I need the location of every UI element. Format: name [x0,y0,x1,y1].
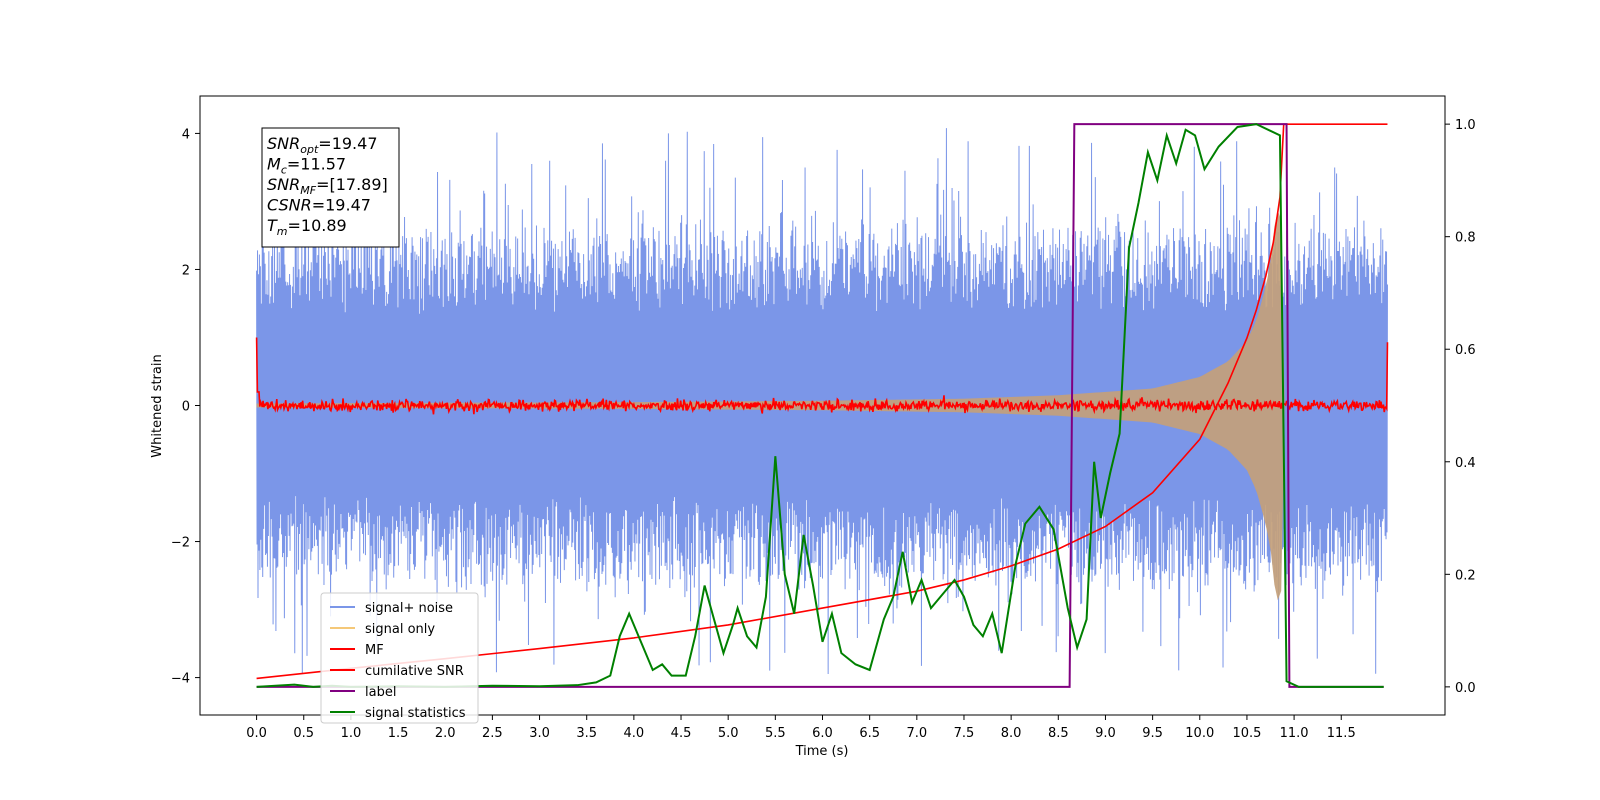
stats-annotation-line: CSNR=19.47 [267,196,371,215]
stats-annotation: SNRopt=19.47Mc=11.57SNRMF=[17.89]CSNR=19… [261,127,400,248]
stats-annotation-line: SNRMF=[17.89] [267,175,388,197]
legend-box [320,592,479,724]
y-tick-label: 0 [182,400,190,415]
x-tick-label: 2.0 [435,726,456,741]
x-tick-label: 3.0 [529,726,550,741]
y2-tick-label: 1.0 [1455,118,1476,133]
legend-entry: cumilative SNR [365,664,464,679]
x-tick-label: 2.5 [482,726,503,741]
legend-entry: signal only [365,622,435,637]
y2-tick-label: 0.2 [1455,568,1476,583]
x-tick-label: 9.5 [1142,726,1163,741]
x-tick-label: 7.5 [954,726,975,741]
series-cumilative-snr [256,123,1388,680]
x-tick-label: 5.5 [765,726,786,741]
y-tick-label: −4 [171,672,190,687]
legend-entry: signal statistics [365,706,466,721]
y2-tick-label: 0.8 [1455,231,1476,246]
x-tick-label: 6.0 [812,726,833,741]
x-tick-label: 1.5 [388,726,409,741]
legend-entry: signal+ noise [365,601,453,616]
y-axis-label: Whitened strain [150,354,165,457]
series-mf [255,337,1389,415]
x-tick-label: 0.0 [246,726,267,741]
y-tick-label: −2 [171,536,190,551]
x-tick-label: 0.5 [293,726,314,741]
legend-entry: label [365,685,396,700]
x-tick-label: 9.0 [1095,726,1116,741]
y-axis-ticks: 4 2 0 −2 −4 [171,127,200,687]
stats-annotation-box [261,127,400,248]
legend-entry: MF [365,643,384,658]
x-axis-label: Time (s) [795,744,849,759]
stats-annotation-line: SNRopt=19.47 [267,134,378,156]
x-tick-label: 5.0 [718,726,739,741]
y-tick-label: 2 [182,263,190,278]
x-tick-label: 10.0 [1185,726,1214,741]
x-axis-ticks: 0.0 0.5 1.0 1.5 2.0 2.5 3.0 3.5 4.0 4.5 5.0 5.5 6.0 6… [246,715,1356,741]
y2-axis-ticks: 1.0 0.8 0.6 0.4 0.2 0.0 [1445,118,1476,696]
x-tick-label: 4.0 [624,726,645,741]
x-tick-label: 4.5 [671,726,692,741]
y2-tick-label: 0.6 [1455,343,1476,358]
x-tick-label: 3.5 [576,726,597,741]
x-tick-label: 11.0 [1280,726,1309,741]
stats-annotation-line: Mc=11.57 [267,155,346,177]
y2-tick-label: 0.0 [1455,681,1476,696]
y-tick-label: 4 [182,127,190,142]
x-tick-label: 10.5 [1232,726,1261,741]
series-signal-noise [256,128,1388,674]
y2-tick-label: 0.4 [1455,456,1476,471]
legend: signal+ noise signal only MF cumilative SNR… [320,592,479,724]
x-tick-label: 1.0 [341,726,362,741]
series-signal-statistics [256,123,1384,688]
x-tick-label: 11.5 [1327,726,1356,741]
plot-area [255,123,1389,688]
x-tick-label: 8.0 [1001,726,1022,741]
x-tick-label: 8.5 [1048,726,1069,741]
x-tick-label: 6.5 [859,726,880,741]
x-tick-label: 7.0 [906,726,927,741]
stats-annotation-line: Tm=10.89 [267,216,347,238]
